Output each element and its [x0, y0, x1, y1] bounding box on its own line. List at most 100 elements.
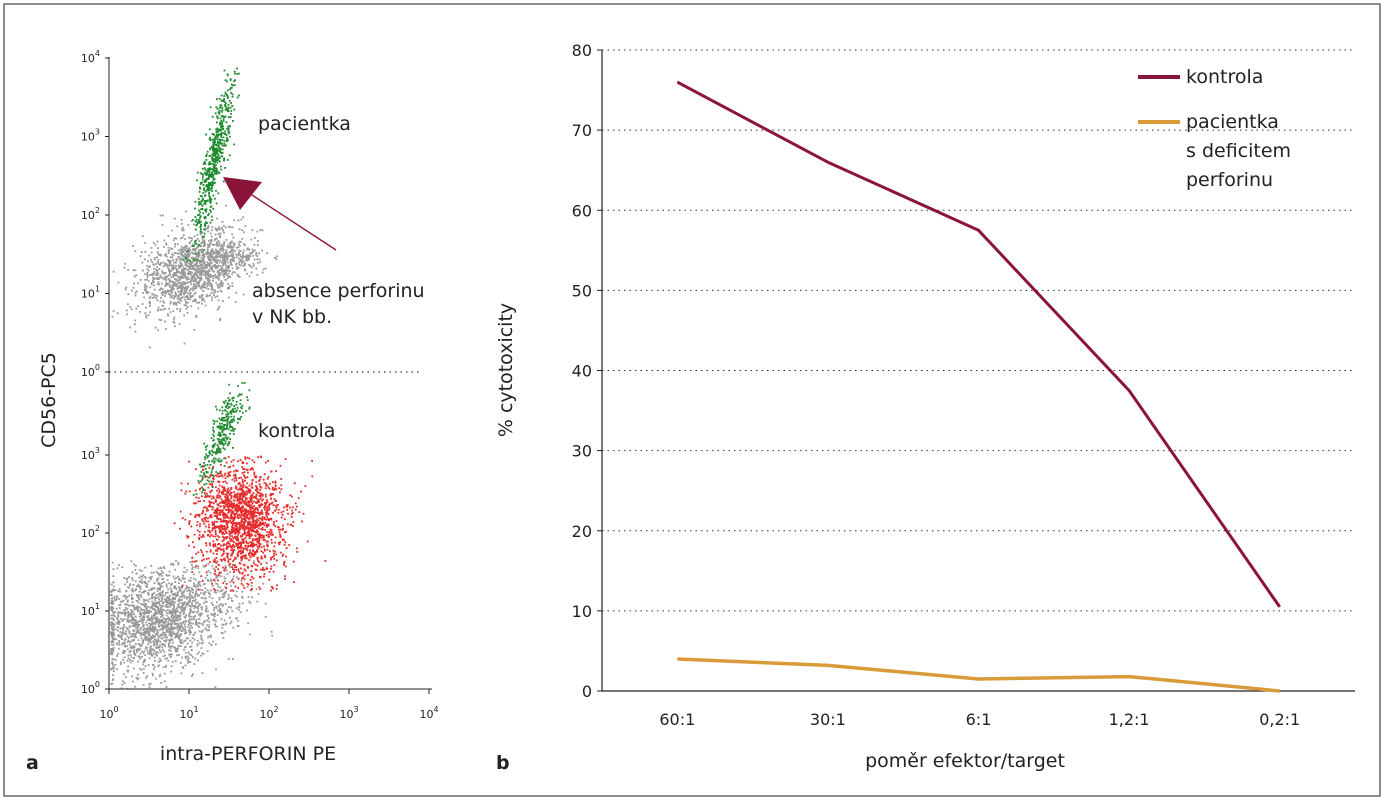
dot [208, 451, 211, 454]
dot [208, 169, 210, 172]
dot [187, 623, 190, 626]
dot [223, 424, 225, 426]
dot [237, 246, 240, 249]
dot [144, 658, 146, 661]
dot [230, 495, 233, 497]
dot [169, 605, 172, 608]
dot [228, 606, 230, 608]
dot [127, 293, 130, 295]
dot [206, 284, 209, 287]
dot [139, 620, 142, 622]
dot [137, 601, 140, 604]
dot [215, 281, 218, 284]
dot [185, 290, 188, 292]
dot [185, 602, 188, 605]
dot [150, 620, 153, 623]
dot [164, 657, 167, 660]
dot [181, 229, 184, 232]
dot [238, 228, 241, 231]
dot [202, 251, 204, 253]
dot [150, 571, 153, 574]
dot [238, 602, 241, 605]
dot [229, 426, 231, 428]
dot [201, 263, 204, 266]
dot [196, 275, 199, 277]
dot [246, 272, 248, 275]
dot [258, 492, 261, 494]
dot [144, 283, 146, 286]
dot [151, 260, 153, 263]
dot [206, 173, 209, 176]
dot [221, 593, 224, 596]
dot [219, 150, 221, 153]
dot [227, 553, 230, 555]
dot [193, 533, 196, 536]
dot [119, 631, 122, 633]
dot [196, 265, 199, 267]
dot [184, 619, 187, 622]
dot [194, 269, 197, 272]
dot [212, 279, 214, 282]
dot [168, 598, 171, 600]
dot [232, 550, 234, 552]
dot [127, 648, 129, 651]
dot [126, 659, 129, 662]
dot [264, 461, 267, 464]
dot [201, 642, 203, 645]
dot [207, 529, 210, 532]
dot [180, 291, 182, 294]
dot [215, 562, 218, 564]
dot [152, 627, 154, 629]
dot [171, 562, 174, 565]
dot [247, 256, 250, 259]
dot [230, 264, 233, 266]
dot [145, 605, 148, 608]
dot [182, 283, 184, 286]
dot [186, 569, 189, 571]
dot [231, 579, 233, 582]
dot [206, 247, 209, 249]
dot [191, 641, 193, 644]
dot [173, 272, 175, 275]
dot [246, 515, 248, 518]
dot [174, 295, 177, 297]
dot [150, 627, 152, 630]
dot [170, 627, 173, 630]
dot [172, 593, 175, 595]
dot [169, 302, 172, 305]
dot [208, 128, 211, 131]
dot [144, 582, 147, 585]
dot [255, 539, 258, 541]
dot [225, 537, 228, 540]
dot [159, 633, 162, 636]
dot [193, 235, 196, 238]
dot [157, 635, 160, 638]
dot [212, 270, 215, 273]
dot [210, 235, 213, 238]
dot [221, 245, 223, 248]
dot [168, 601, 170, 604]
dot [162, 214, 164, 217]
dot [152, 626, 155, 628]
dot [166, 629, 169, 632]
dot [169, 284, 172, 287]
dot [217, 145, 220, 147]
dot [160, 597, 163, 599]
dot [194, 285, 197, 288]
dot [119, 663, 122, 665]
dot [201, 294, 204, 296]
dot [209, 274, 211, 277]
dot [204, 474, 206, 477]
dot [238, 249, 241, 252]
dot [210, 299, 213, 302]
dot [126, 618, 128, 621]
dot [153, 666, 156, 669]
dot [198, 276, 201, 279]
dot [220, 247, 222, 250]
dot [175, 560, 177, 562]
dot [146, 273, 149, 276]
dot [154, 614, 156, 617]
dot [158, 609, 161, 612]
dot [172, 239, 175, 242]
dot [137, 639, 140, 642]
